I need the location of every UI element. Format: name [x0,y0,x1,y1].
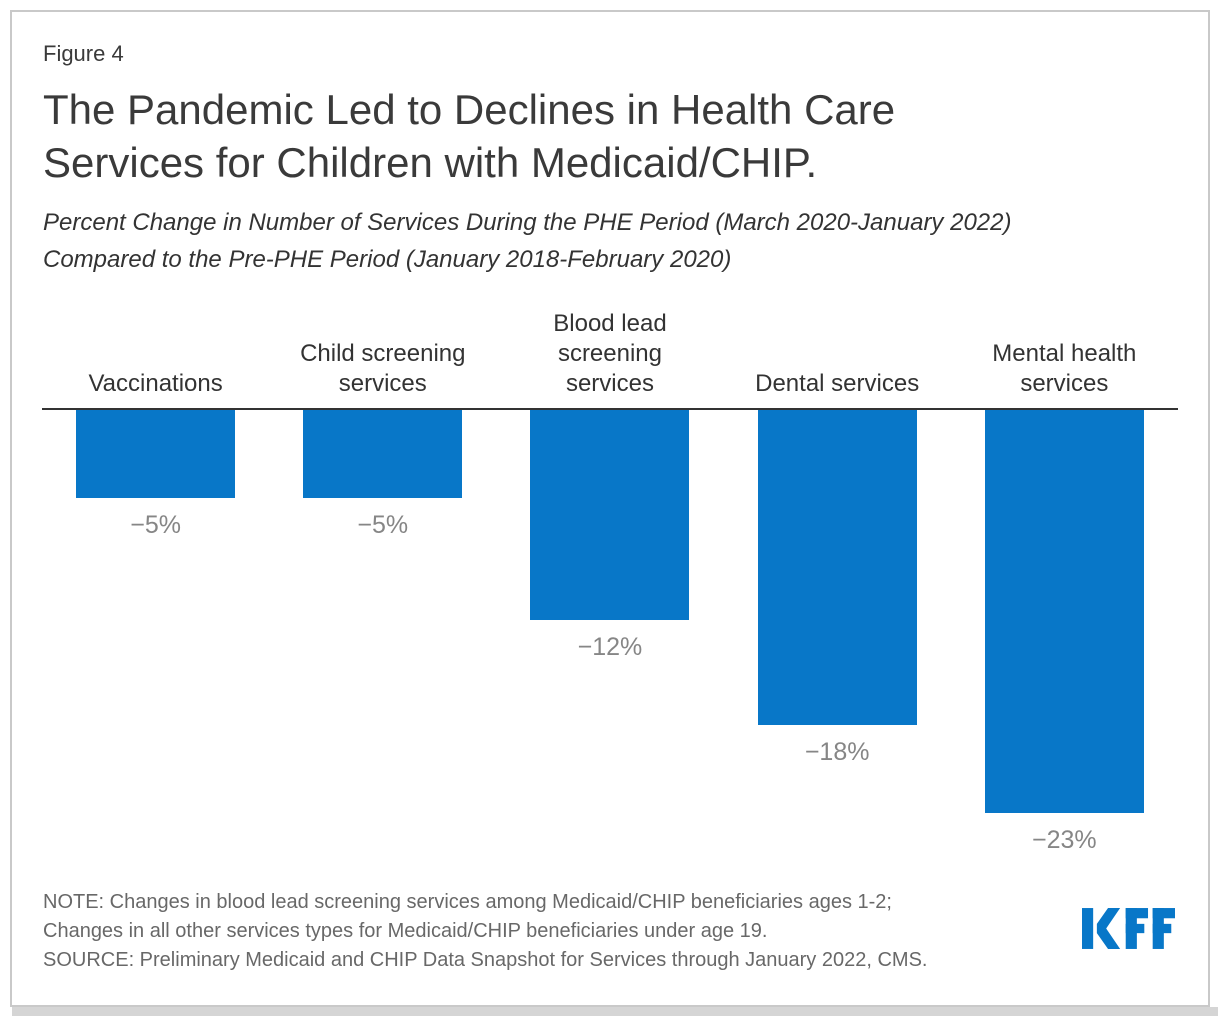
bar-vaccinations [76,410,236,498]
figure-number-label: Figure 4 [43,41,124,66]
chart-subtitle: Percent Change in Number of Services Dur… [43,209,1012,273]
figure-card: Figure 4 The Pandemic Led to Declines in… [10,10,1210,1007]
bars-row: −5% −5% −12% −18% −23% [42,410,1178,855]
value-label-vaccinations: −5% [130,511,181,539]
note-text: NOTE: Changes in blood lead screening se… [43,891,892,942]
bar-mental-health [984,410,1144,813]
bar-dental [757,410,917,725]
kff-logo-icon [1082,908,1175,949]
bar-column: −5% [42,410,269,855]
bar-chart: Vaccinations Child screening services Bl… [42,302,1178,862]
category-label-blood-lead: Blood lead screening services [553,310,667,397]
category-label-dental: Dental services [755,370,920,397]
category-label-child-screening: Child screening services [300,340,466,397]
value-label-mental-health: −23% [1032,826,1097,854]
bar-blood-lead [530,410,690,620]
category-labels-row: Vaccinations Child screening services Bl… [42,302,1178,408]
card-bottom-shadow [12,1007,1218,1016]
chart-title: The Pandemic Led to Declines in Health C… [43,86,896,186]
value-label-dental: −18% [804,738,870,766]
bar-column: −23% [951,410,1178,855]
bar-column: −18% [724,410,951,855]
value-label-blood-lead: −12% [577,633,643,661]
source-text: SOURCE: Preliminary Medicaid and CHIP Da… [43,949,928,971]
category-label-mental-health: Mental health services [992,340,1137,397]
chart-baseline-axis [42,408,1178,410]
bar-child-screening [303,410,463,498]
kff-logo [1082,908,1175,949]
category-label-vaccinations: Vaccinations [88,370,223,397]
bar-column: −12% [496,410,723,855]
bar-column: −5% [269,410,496,855]
value-label-child-screening: −5% [357,511,409,539]
